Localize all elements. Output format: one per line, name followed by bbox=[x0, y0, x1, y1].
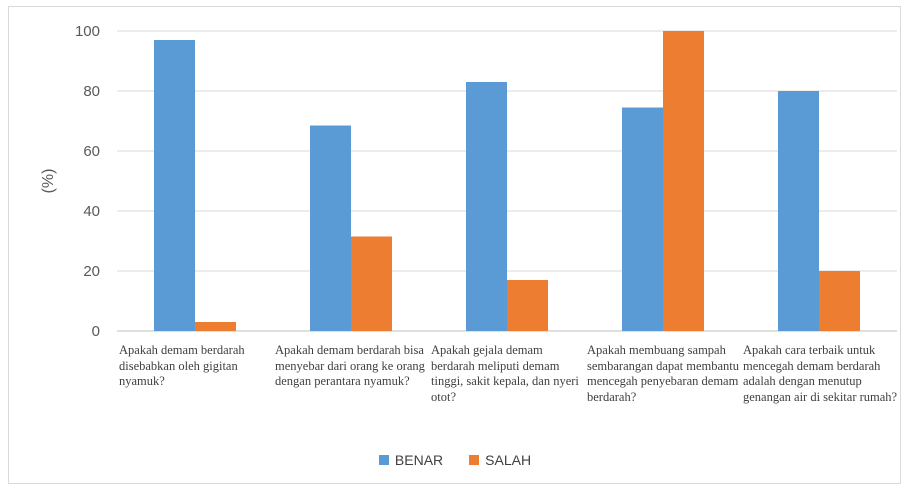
y-tick-label: 0 bbox=[92, 323, 100, 340]
y-tick-labels: 0 20 40 60 80 100 bbox=[75, 23, 100, 340]
y-tick-label: 80 bbox=[83, 83, 100, 100]
bar-benar-1 bbox=[154, 40, 195, 331]
bar-benar-5 bbox=[778, 91, 819, 331]
legend-swatch-benar bbox=[378, 455, 389, 465]
bar-benar-4 bbox=[622, 107, 663, 331]
bar-salah-3 bbox=[507, 280, 548, 331]
y-tick-label: 20 bbox=[83, 263, 100, 280]
category-label: Apakah cara terbaik untuk mencegah demam… bbox=[743, 343, 898, 404]
legend-swatch-salah bbox=[469, 455, 480, 465]
y-tick-label: 100 bbox=[75, 23, 100, 40]
bar-salah-5 bbox=[819, 271, 860, 331]
y-tick-label: 40 bbox=[83, 203, 100, 220]
y-tick-label: 60 bbox=[83, 143, 100, 160]
category-label: Apakah demam berdarah bisa menyebar dari… bbox=[275, 343, 425, 388]
y-axis-label: (%) bbox=[40, 169, 57, 194]
bar-salah-2 bbox=[351, 236, 392, 331]
legend-label-benar: BENAR bbox=[394, 452, 444, 468]
legend-item-salah: SALAH bbox=[469, 452, 531, 468]
category-label: Apakah gejala demam berdarah meliputi de… bbox=[431, 343, 579, 404]
legend: BENAR SALAH bbox=[0, 452, 910, 468]
bar-benar-2 bbox=[310, 125, 351, 331]
bars bbox=[154, 31, 860, 331]
bar-benar-3 bbox=[466, 82, 507, 331]
legend-item-benar: BENAR bbox=[378, 452, 444, 468]
legend-label-salah: SALAH bbox=[485, 452, 532, 468]
category-label: Apakah membuang sampah sembarangan dapat… bbox=[587, 343, 740, 404]
category-label: Apakah demam berdarah disebabkan oleh gi… bbox=[119, 343, 245, 388]
bar-salah-1 bbox=[195, 322, 236, 331]
bar-salah-4 bbox=[663, 31, 704, 331]
